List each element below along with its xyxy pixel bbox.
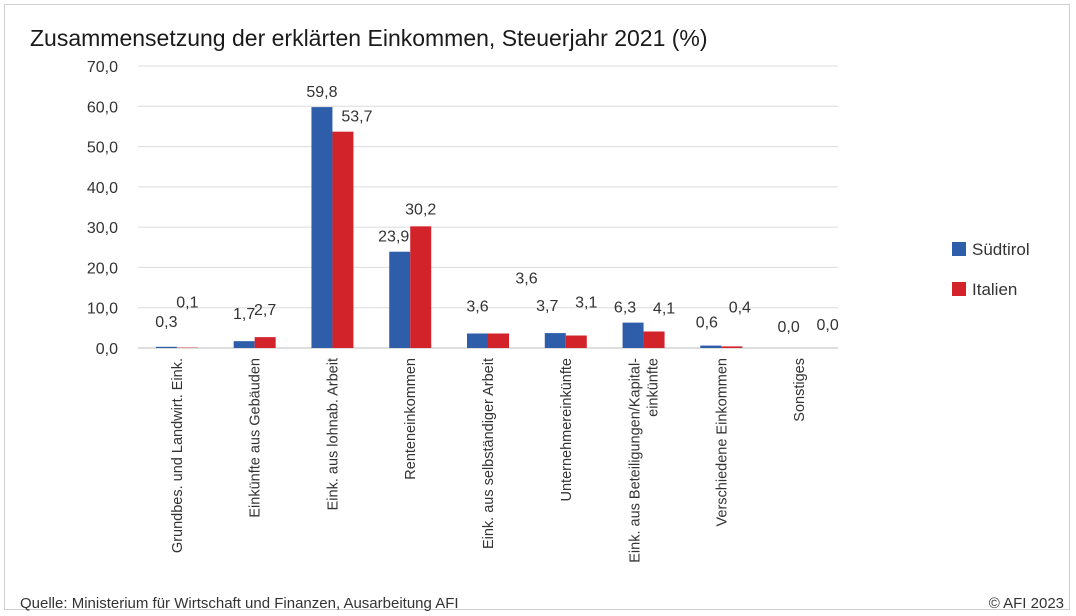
x-tick-label: Sonstiges	[792, 358, 808, 422]
legend-swatch-südtirol	[952, 242, 966, 256]
source-note: Quelle: Ministerium für Wirtschaft und F…	[20, 595, 459, 612]
chart-frame	[4, 4, 1070, 610]
bar-italien-3	[410, 226, 432, 348]
bar-südtirol-0	[155, 346, 177, 348]
x-tick-label: Unternehmereinkünfte	[559, 358, 575, 501]
x-tick-label: Eink. aus selbständiger Arbeit	[481, 358, 497, 549]
y-tick-label: 10,0	[87, 301, 118, 318]
bar-südtirol-5	[544, 333, 566, 348]
copyright: © AFI 2023	[989, 595, 1064, 612]
data-label-italien-2: 53,7	[341, 109, 372, 126]
x-tick-label: Eink. aus lohnab. Arbeit	[325, 358, 341, 510]
legend-swatch-italien	[952, 282, 966, 296]
bar-südtirol-3	[389, 251, 411, 348]
bar-südtirol-6	[622, 322, 644, 348]
y-tick-label: 20,0	[87, 260, 118, 277]
bar-italien-1	[254, 337, 276, 348]
data-label-südtirol-8: 0,0	[777, 319, 799, 336]
legend: Südtirol Italien	[952, 240, 1030, 299]
legend-label-südtirol: Südtirol	[972, 240, 1030, 259]
data-label-italien-7: 0,4	[729, 299, 751, 316]
bar-italien-6	[643, 331, 665, 348]
y-tick-label: 50,0	[87, 140, 118, 157]
data-label-südtirol-3: 23,9	[378, 229, 409, 246]
data-label-italien-4: 3,6	[515, 270, 537, 287]
bar-südtirol-7	[700, 345, 722, 348]
data-label-italien-3: 30,2	[405, 201, 436, 218]
data-label-südtirol-2: 59,8	[306, 84, 337, 101]
bar-italien-7	[721, 346, 743, 348]
bar-italien-4	[488, 333, 509, 348]
bars	[155, 107, 743, 348]
y-tick-label: 40,0	[87, 180, 118, 197]
data-label-südtirol-7: 0,6	[696, 315, 718, 332]
data-label-italien-6: 4,1	[653, 300, 675, 317]
y-tick-label: 0,0	[96, 341, 118, 358]
x-tick-label: Einkünfte aus Gebäuden	[248, 358, 264, 518]
x-tick-label: Verschiedene Einkommen	[714, 358, 730, 526]
x-tick-label: Renteneinkommen	[403, 358, 419, 480]
x-axis: Grundbes. und Landwirt. Eink. Einkünfte a…	[170, 358, 808, 563]
data-label-italien-8: 0,0	[816, 317, 838, 334]
y-tick-label: 30,0	[87, 220, 118, 237]
y-axis: 0,0 10,0 20,0 30,0 40,0 50,0 60,0 70,0	[87, 59, 118, 358]
x-tick-label: Grundbes. und Landwirt. Eink.	[170, 358, 186, 553]
bar-südtirol-2	[311, 107, 333, 348]
data-label-italien-1: 2,7	[254, 302, 276, 319]
data-label-südtirol-6: 6,3	[614, 300, 636, 317]
legend-label-italien: Italien	[972, 280, 1017, 299]
data-label-südtirol-5: 3,7	[536, 298, 558, 315]
y-tick-label: 60,0	[87, 99, 118, 116]
bar-italien-5	[565, 335, 587, 348]
data-label-südtirol-0: 0,3	[155, 314, 177, 331]
bar-italien-2	[332, 131, 354, 348]
chart-title: Zusammensetzung der erklärten Einkommen,…	[30, 25, 708, 51]
x-tick-label: einkünfte	[646, 358, 662, 417]
bar-südtirol-1	[233, 341, 255, 348]
data-label-italien-5: 3,1	[575, 295, 597, 312]
x-tick-label: Eink. aus Beteiligungen/Kapital-	[628, 358, 644, 563]
y-tick-label: 70,0	[87, 59, 118, 76]
data-label-südtirol-1: 1,7	[233, 306, 255, 323]
bar-südtirol-4	[467, 333, 488, 348]
data-labels: 0,3 0,1 1,72,7 59,853,7 23,9 30,2 3,6 3,6 3,7 3,1…	[155, 84, 839, 336]
data-label-südtirol-4: 3,6	[466, 298, 488, 315]
data-label-italien-0: 0,1	[176, 295, 198, 312]
